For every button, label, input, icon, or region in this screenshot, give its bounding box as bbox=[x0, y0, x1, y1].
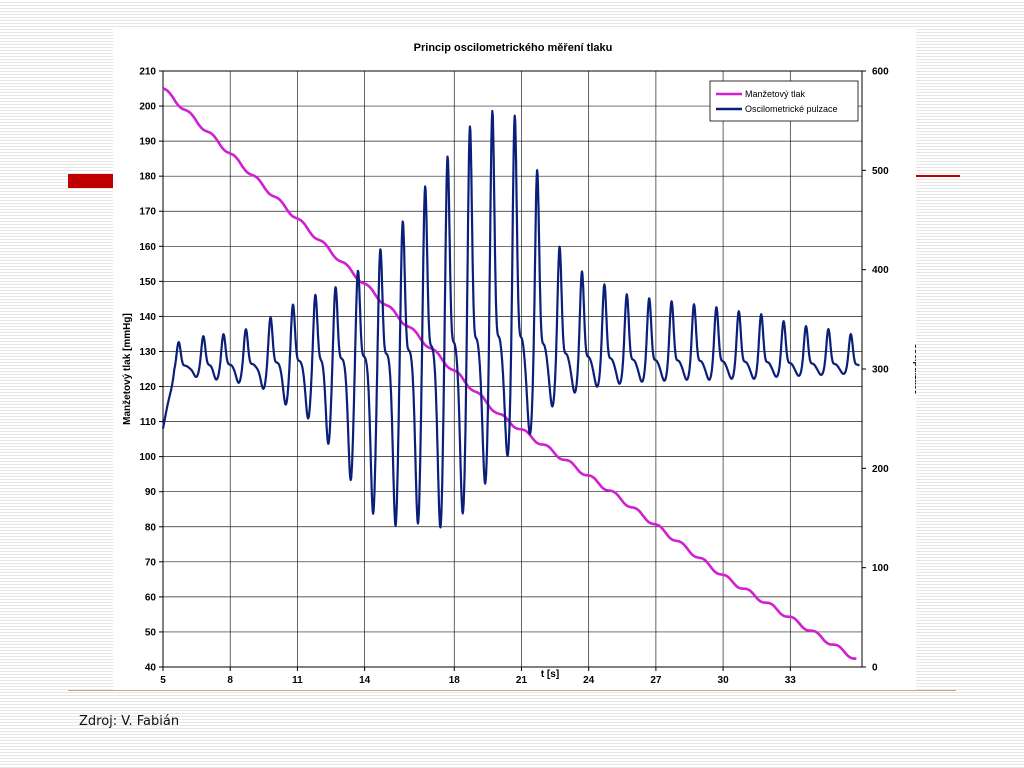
x-axis-label: t [s] bbox=[541, 669, 559, 680]
y-left-tick-label: 80 bbox=[145, 522, 157, 533]
x-tick-label: 18 bbox=[449, 675, 461, 686]
y-left-tick-label: 130 bbox=[139, 347, 156, 358]
legend-label-oscillometric: Oscilometrické pulzace bbox=[745, 104, 838, 114]
y-left-tick-label: 160 bbox=[139, 242, 156, 253]
y-right-tick-label: 200 bbox=[872, 464, 889, 475]
y-left-tick-label: 70 bbox=[145, 557, 157, 568]
chart-panel: 40 50 60 70 80 90 100 110 120 130 140 150 160 170 180 1… bbox=[113, 28, 916, 690]
y-left-tick-label: 190 bbox=[139, 137, 156, 148]
y-left-tick-label: 60 bbox=[145, 592, 157, 603]
y-right-tick-label: 0 bbox=[872, 663, 878, 674]
x-tick-label: 11 bbox=[292, 675, 303, 686]
y-left-tick-label: 120 bbox=[139, 382, 156, 393]
x-tick-label: 21 bbox=[516, 675, 528, 686]
y-right-tick-label: 600 bbox=[872, 67, 889, 78]
oscillometry-chart: 4050607080901001101201301401501601701801… bbox=[122, 42, 916, 686]
y-left-tick-label: 90 bbox=[145, 487, 157, 498]
y-left-tick-label: 100 bbox=[139, 452, 156, 463]
y-left-axis-label: Manžetový tlak [mmHg] bbox=[122, 313, 133, 425]
legend-box bbox=[709, 80, 859, 122]
accent-line bbox=[912, 175, 960, 177]
legend-label-cuff-pressure: Manžetový tlak bbox=[745, 89, 806, 99]
y-left-tick-label: 40 bbox=[145, 663, 157, 674]
x-tick-label: 33 bbox=[785, 675, 797, 686]
y-right-axis-label: osc.pulzace bbox=[913, 343, 916, 394]
x-tick-label: 14 bbox=[359, 675, 371, 686]
series-line-oscillometric-pulses bbox=[161, 109, 861, 529]
y-right-tick-label: 500 bbox=[872, 166, 889, 177]
chart-title: Princip oscilometrického měření tlaku bbox=[414, 42, 613, 54]
y-left-tick-label: 210 bbox=[139, 67, 156, 78]
x-tick-label: 8 bbox=[227, 675, 233, 686]
x-tick-label: 27 bbox=[650, 675, 662, 686]
accent-bar bbox=[68, 174, 116, 188]
y-left-tick-label: 200 bbox=[139, 102, 156, 113]
x-tick-label: 24 bbox=[583, 675, 595, 686]
x-tick-label: 30 bbox=[718, 675, 730, 686]
y-right-tick-label: 100 bbox=[872, 563, 889, 574]
y-left-tick-label: 170 bbox=[139, 207, 156, 218]
bottom-rule bbox=[68, 690, 956, 691]
source-caption: Zdroj: V. Fabián bbox=[79, 714, 180, 729]
y-right-tick-label: 400 bbox=[872, 265, 889, 276]
y-left-tick-label: 110 bbox=[140, 417, 157, 428]
y-left-tick-label: 140 bbox=[139, 312, 156, 323]
y-left-tick-label: 180 bbox=[139, 172, 156, 183]
x-tick-label: 5 bbox=[160, 675, 166, 686]
y-left-tick-label: 50 bbox=[145, 627, 157, 638]
y-right-tick-label: 300 bbox=[872, 365, 889, 376]
y-left-tick-label: 150 bbox=[139, 277, 156, 288]
